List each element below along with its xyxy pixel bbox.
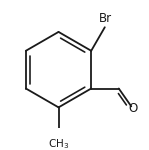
Text: CH$_3$: CH$_3$ bbox=[48, 137, 69, 150]
Text: O: O bbox=[128, 102, 138, 116]
Text: Br: Br bbox=[99, 12, 112, 25]
